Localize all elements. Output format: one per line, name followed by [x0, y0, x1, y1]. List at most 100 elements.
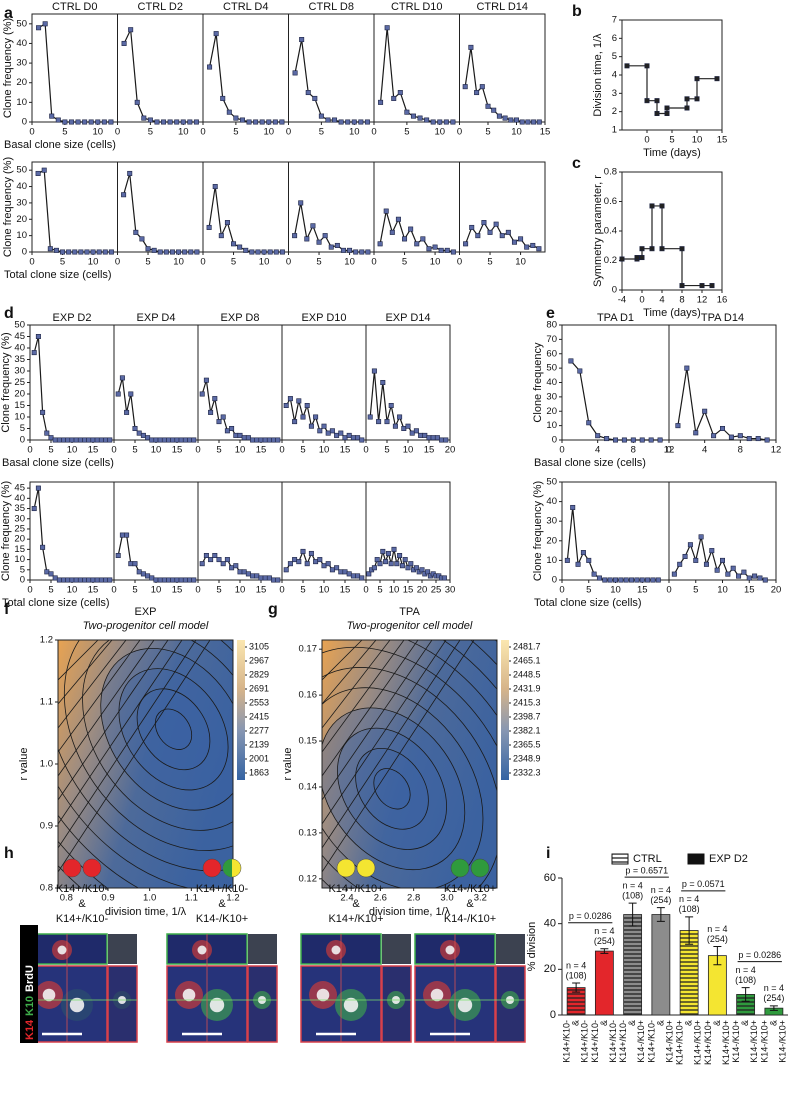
data-point	[401, 425, 407, 431]
y-axis-label: Clone frequency (%)	[2, 18, 14, 118]
data-point	[35, 333, 41, 339]
data-point	[586, 420, 592, 426]
y-tick-label: 30	[14, 366, 25, 377]
x-tick-label: 20	[445, 445, 456, 456]
data-point	[60, 249, 66, 255]
colorbar-label: 3105	[249, 641, 269, 651]
colorbar-label: 2448.5	[513, 669, 541, 679]
x-tick-label: 0	[666, 585, 671, 596]
data-point	[402, 557, 408, 563]
x-tick-label: 10	[434, 127, 445, 138]
contour-line	[322, 640, 433, 801]
data-point	[679, 283, 685, 289]
data-point	[426, 435, 432, 441]
colorbar-label: 2001	[249, 753, 269, 763]
data-point	[182, 437, 188, 443]
heatmap	[58, 640, 233, 888]
error-bar	[572, 982, 581, 993]
data-point	[481, 220, 487, 226]
data-point	[203, 552, 209, 558]
data-point	[237, 569, 243, 575]
category-label: &	[712, 1020, 722, 1026]
plot-frame	[668, 324, 777, 441]
data-point	[161, 119, 167, 125]
y-tick-label: 0.14	[299, 781, 318, 792]
data-point	[101, 119, 107, 125]
data-point	[161, 437, 167, 443]
x-tick-label: 0	[279, 585, 284, 596]
y-tick-label: 40	[16, 38, 27, 49]
contour-line	[322, 640, 405, 753]
panel-title: EXP D4	[137, 312, 176, 324]
data-point	[212, 552, 218, 558]
nucleus	[343, 997, 359, 1013]
data-point	[90, 437, 96, 443]
category-label: K14-/K10+	[777, 1020, 787, 1063]
data-point	[292, 70, 298, 76]
data-point	[237, 432, 243, 438]
data-point	[438, 247, 444, 253]
y-tick-label: 35	[14, 503, 25, 514]
data-point	[418, 432, 424, 438]
data-point	[178, 577, 184, 583]
data-point	[612, 437, 618, 443]
data-point	[493, 221, 499, 227]
data-point	[304, 402, 310, 408]
data-point	[231, 241, 237, 247]
x-tick-label: 0	[286, 257, 291, 268]
data-point	[134, 99, 140, 105]
data-point	[693, 430, 699, 436]
y-tick-label: 70	[546, 334, 557, 345]
panel-title: TPA D1	[597, 312, 634, 324]
x-tick-label: 5	[132, 585, 137, 596]
data-point	[90, 577, 96, 583]
y-tick-label: 20	[16, 214, 27, 225]
data-point	[292, 233, 298, 239]
data-point	[149, 437, 155, 443]
data-point	[187, 119, 193, 125]
data-point	[36, 25, 42, 31]
data-point	[140, 432, 146, 438]
colorbar-label: 2691	[249, 683, 269, 693]
panel-label: d	[4, 305, 14, 322]
x-tick-label: 5	[145, 257, 150, 268]
contour-line	[322, 640, 475, 873]
data-point	[321, 563, 327, 569]
contour-line	[136, 688, 211, 771]
data-point	[40, 544, 46, 550]
data-point	[316, 239, 322, 245]
x-tick-label: 5	[216, 445, 221, 456]
data-point	[752, 573, 758, 579]
cell-pair-label: K14-/K10+	[196, 913, 248, 925]
data-point	[591, 571, 597, 577]
panel-label: i	[546, 845, 550, 862]
data-point	[207, 64, 213, 70]
x-tick-label: 0	[111, 445, 116, 456]
series-line	[201, 380, 278, 441]
y-tick-label: 20	[14, 389, 25, 400]
y-tick-label: 20	[16, 77, 27, 88]
y-tick-label: 0	[20, 575, 25, 586]
data-point	[463, 241, 469, 247]
data-point	[422, 432, 428, 438]
chart-subtitle: Two-progenitor cell model	[83, 620, 209, 632]
y-tick-label: 0.8	[40, 883, 53, 894]
data-point	[405, 423, 411, 429]
data-point	[684, 365, 690, 371]
data-point	[241, 435, 247, 441]
data-point	[664, 111, 670, 117]
series-line	[33, 488, 110, 581]
data-point	[404, 109, 410, 115]
x-tick-label: 8	[679, 295, 684, 306]
data-point	[654, 98, 660, 104]
data-point	[397, 90, 403, 96]
x-tick-label: 8	[738, 445, 743, 456]
data-point	[639, 437, 645, 443]
error-bar	[685, 916, 694, 945]
data-point	[199, 561, 205, 567]
data-point	[55, 117, 61, 123]
x-tick-label: 0	[363, 445, 368, 456]
legend-label: EXP D2	[709, 853, 748, 865]
data-point	[250, 573, 256, 579]
y-tick-label: 30	[546, 391, 557, 402]
